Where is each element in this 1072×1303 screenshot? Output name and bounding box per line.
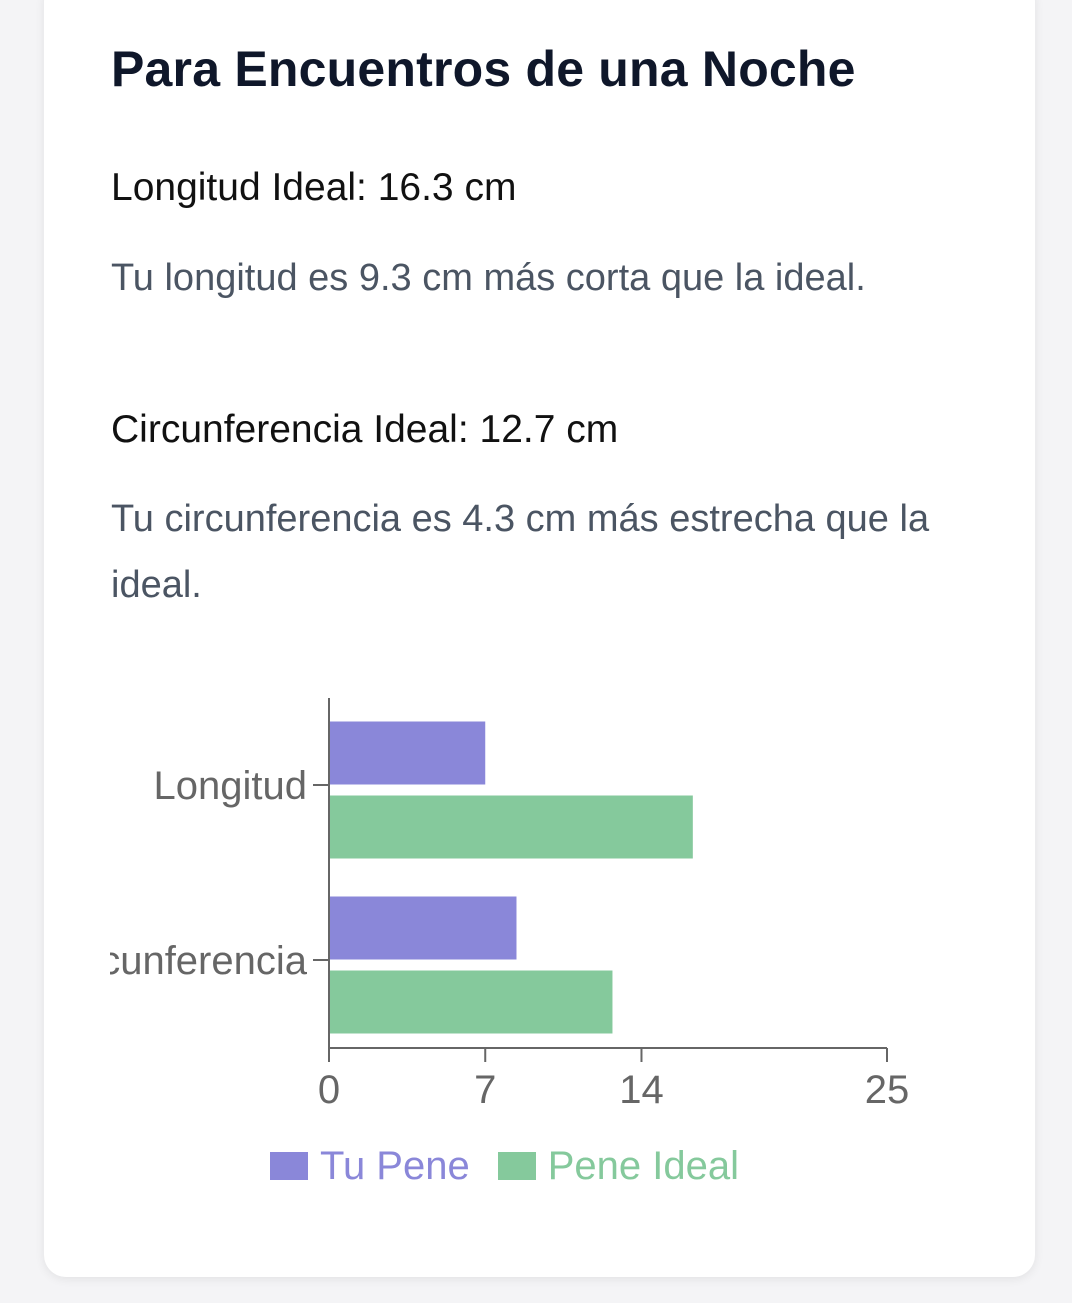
x-tick-label-3: 25 — [865, 1068, 910, 1112]
comparison-chart: Longitud Circunferencia 0 7 14 25 — [110, 690, 940, 1210]
y-tick-label-0: Longitud — [154, 764, 307, 808]
legend-swatch-user — [270, 1152, 308, 1180]
bar-user-1 — [329, 896, 517, 960]
ideal-length-heading: Longitud Ideal: 16.3 cm — [111, 166, 517, 209]
legend-item-user[interactable]: Tu Pene — [270, 1144, 470, 1189]
y-tick-label-1: Circunferencia — [110, 939, 308, 983]
chart-legend: Tu Pene Pene Ideal — [270, 1143, 767, 1189]
x-tick-label-0: 0 — [318, 1068, 340, 1112]
legend-label-user: Tu Pene — [320, 1143, 470, 1188]
bar-ideal-0 — [329, 795, 693, 859]
comparison-chart-svg: Longitud Circunferencia 0 7 14 25 — [110, 698, 910, 1112]
x-tick-label-1: 7 — [474, 1068, 496, 1112]
bar-user-0 — [329, 721, 486, 785]
length-comparison-text: Tu longitud es 9.3 cm más corta que la i… — [111, 257, 866, 299]
legend-swatch-ideal — [497, 1152, 536, 1180]
card-title: Para Encuentros de una Noche — [111, 41, 856, 97]
legend-label-ideal: Pene Ideal — [547, 1143, 740, 1188]
legend-item-ideal[interactable]: Pene Ideal — [497, 1143, 740, 1189]
girth-comparison-text: Tu circunferencia es 4.3 cm más estrecha… — [111, 498, 930, 606]
bar-ideal-1 — [329, 970, 613, 1034]
x-tick-label-2: 14 — [619, 1068, 664, 1112]
ideal-girth-heading: Circunferencia Ideal: 12.7 cm — [111, 408, 619, 451]
recommendation-card — [44, 0, 1035, 1277]
